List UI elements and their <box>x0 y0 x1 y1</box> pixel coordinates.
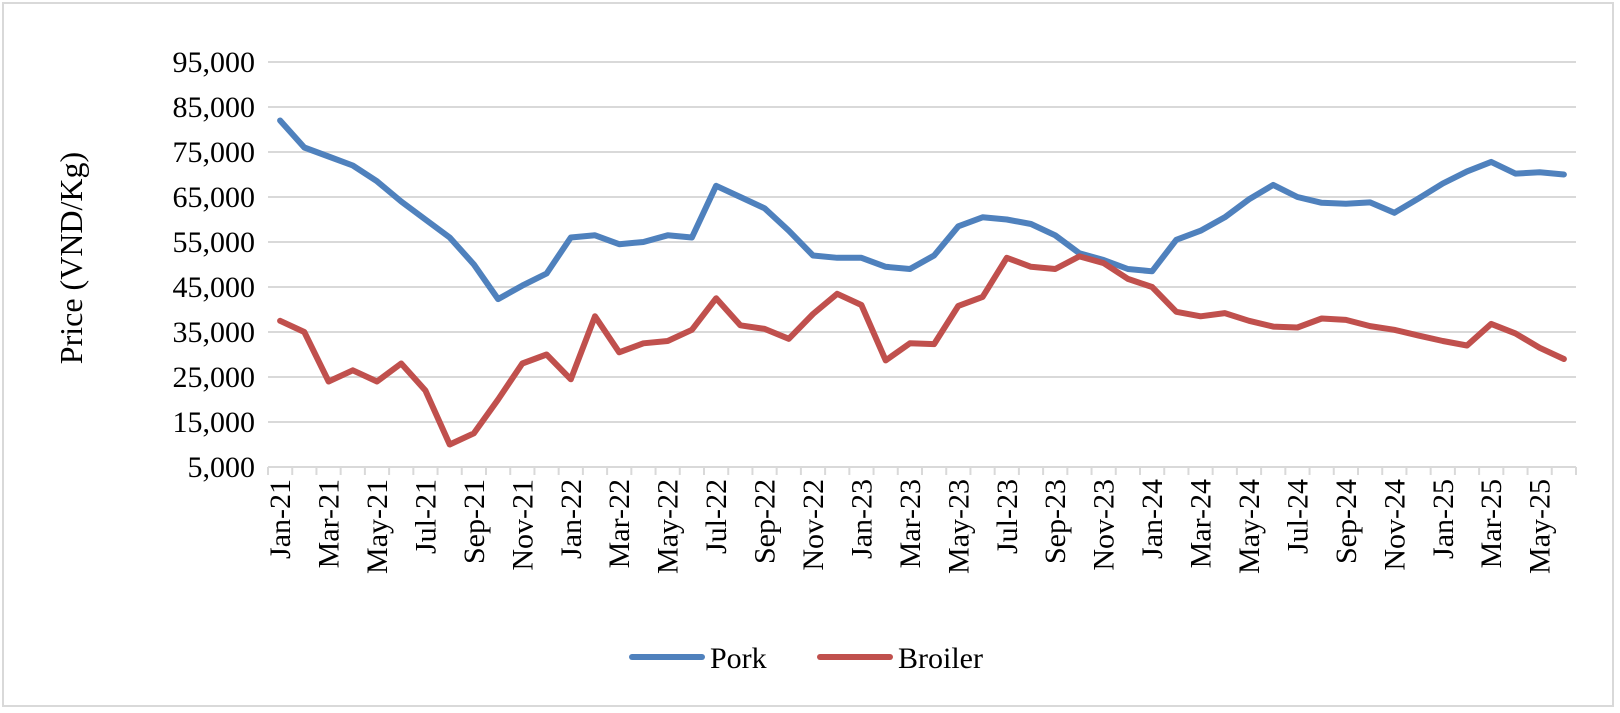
x-tick-label: Sep-22 <box>749 479 782 564</box>
x-tick-label: Nov-24 <box>1378 479 1411 571</box>
y-tick-label: 15,000 <box>173 406 256 439</box>
x-tick-label: Mar-22 <box>603 479 636 568</box>
y-tick-label: 75,000 <box>173 136 256 169</box>
y-tick-label: 95,000 <box>173 46 256 79</box>
x-tick-label: Jan-25 <box>1427 479 1460 559</box>
x-tick-label: May-22 <box>652 479 685 574</box>
x-tick-label: Nov-21 <box>506 479 539 571</box>
y-axis-ticks: 5,000 15,000 25,000 35,000 45,000 55,000 65,00… <box>173 46 256 484</box>
legend-label-broiler: Broiler <box>898 642 983 675</box>
x-tick-label: May-21 <box>361 479 394 574</box>
y-tick-label: 65,000 <box>173 181 256 214</box>
y-tick-label: 45,000 <box>173 271 256 304</box>
y-tick-label: 25,000 <box>173 361 256 394</box>
y-tick-label: 5,000 <box>188 451 256 484</box>
x-tick-label: May-25 <box>1524 479 1557 574</box>
x-tick-label: Sep-24 <box>1330 479 1363 564</box>
x-tick-label: May-23 <box>942 479 975 574</box>
x-tick-label: Jan-21 <box>264 479 297 559</box>
x-tick-label: Mar-21 <box>313 479 346 568</box>
y-tick-label: 35,000 <box>173 316 256 349</box>
x-tick-label: Mar-23 <box>894 479 927 568</box>
x-tick-label: Jul-23 <box>991 479 1024 554</box>
x-axis: Jan-21 Mar-21 May-21 Jul-21 Sep-21 Nov-21 Jan-… <box>264 466 1577 574</box>
x-tick-label: May-24 <box>1233 479 1266 574</box>
y-tick-label: 85,000 <box>173 91 256 124</box>
gridlines <box>268 61 1576 423</box>
x-tick-label: Jan-24 <box>1136 479 1169 559</box>
x-tick-label: Jan-22 <box>555 479 588 559</box>
legend-label-pork: Pork <box>710 642 767 675</box>
x-tick-label: Sep-21 <box>458 479 491 564</box>
x-tick-label: Sep-23 <box>1039 479 1072 564</box>
y-tick-label: 55,000 <box>173 226 256 259</box>
x-tick-label: Mar-25 <box>1475 479 1508 568</box>
x-tick-label: Jul-21 <box>409 479 442 554</box>
legend: Pork Broiler <box>629 642 983 675</box>
series-lines <box>277 117 1567 448</box>
x-tick-label: Nov-23 <box>1088 479 1121 571</box>
series-line-broiler <box>277 253 1567 448</box>
x-tick-label: Jul-22 <box>700 479 733 554</box>
y-axis-title: Price (VND/Kg) <box>53 152 89 364</box>
x-tick-label: Jul-24 <box>1281 479 1314 554</box>
series-line-pork <box>277 117 1567 303</box>
x-tick-label: Jan-23 <box>845 479 878 559</box>
x-tick-label: Mar-24 <box>1185 479 1218 568</box>
x-tick-label: Nov-22 <box>797 479 830 571</box>
